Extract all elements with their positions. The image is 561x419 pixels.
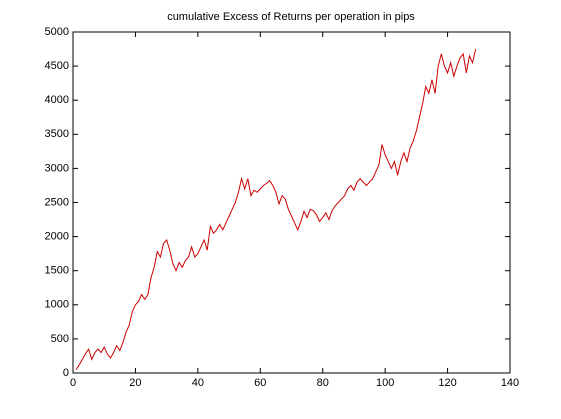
y-tick-label: 2000 — [45, 231, 69, 243]
y-tick-label: 4000 — [45, 94, 69, 106]
y-tick-label: 4500 — [45, 60, 69, 72]
y-tick-label: 3500 — [45, 128, 69, 140]
x-tick-label: 80 — [317, 377, 329, 389]
x-tick-label: 40 — [192, 377, 204, 389]
chart-title: cumulative Excess of Returns per operati… — [167, 11, 415, 23]
x-tick-label: 20 — [129, 377, 141, 389]
x-tick-label: 0 — [70, 377, 76, 389]
x-tick-label: 140 — [501, 377, 519, 389]
y-tick-label: 2500 — [45, 196, 69, 208]
x-tick-label: 100 — [376, 377, 394, 389]
y-tick-label: 0 — [63, 367, 69, 379]
plot-area — [72, 31, 511, 374]
y-tick-label: 5000 — [45, 26, 69, 38]
y-tick-label: 1500 — [45, 265, 69, 277]
x-tick-label: 60 — [254, 377, 266, 389]
y-tick-label: 500 — [51, 333, 69, 345]
y-tick-label: 1000 — [45, 299, 69, 311]
y-tick-label: 3000 — [45, 162, 69, 174]
x-tick-label: 120 — [438, 377, 456, 389]
line — [75, 48, 477, 370]
